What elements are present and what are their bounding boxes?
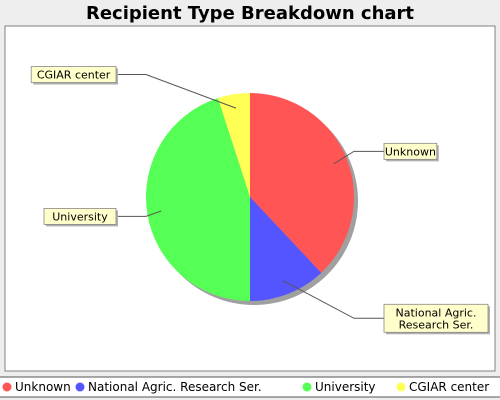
slice-label-box-unknown (383, 142, 438, 160)
legend-label-national-agric-research-ser: National Agric. Research Ser. (88, 380, 262, 394)
leader-line-national-agric-research-ser (282, 280, 384, 319)
legend-marker-unknown (2, 382, 12, 392)
chart-title: Recipient Type Breakdown chart (86, 3, 414, 24)
legend-label-cgiar-center: CGIAR center (409, 380, 489, 394)
slice-label-national-agric-research-ser-line-1: National Agric. (396, 306, 477, 319)
slice-labels: Unknown National Agric.Research Ser. Unive… (30, 66, 490, 335)
legend-box (0, 376, 500, 398)
legend: Unknown National Agric. Research Ser. Univ… (0, 376, 500, 398)
legend-label-university: University (315, 380, 376, 394)
legend-marker-national-agric-research-ser (75, 382, 85, 392)
pie-slice-university (146, 98, 250, 302)
slice-label-box-cgiar-center (30, 66, 117, 83)
pie-slice-cgiar-center (217, 93, 250, 197)
slice-label-cgiar-center: CGIAR center (37, 69, 111, 82)
slice-label-box-national-agric-research-ser (383, 303, 489, 333)
pie-slice-national-agric-research-ser (250, 197, 322, 301)
pie-slice-unknown (250, 93, 355, 273)
leader-line-cgiar-center (116, 74, 237, 109)
slice-label-unknown: Unknown (385, 145, 436, 158)
leader-line-university (116, 210, 162, 217)
legend-marker-cgiar-center (396, 382, 406, 392)
legend-label-unknown: Unknown (15, 380, 71, 394)
slice-label-box-university (43, 207, 117, 225)
slice-label-university: University (52, 210, 108, 223)
pie-slices (146, 93, 358, 305)
legend-marker-university (302, 382, 312, 392)
slice-label-national-agric-research-ser-line-2: Research Ser. (399, 318, 474, 331)
leader-line-unknown (333, 150, 384, 165)
